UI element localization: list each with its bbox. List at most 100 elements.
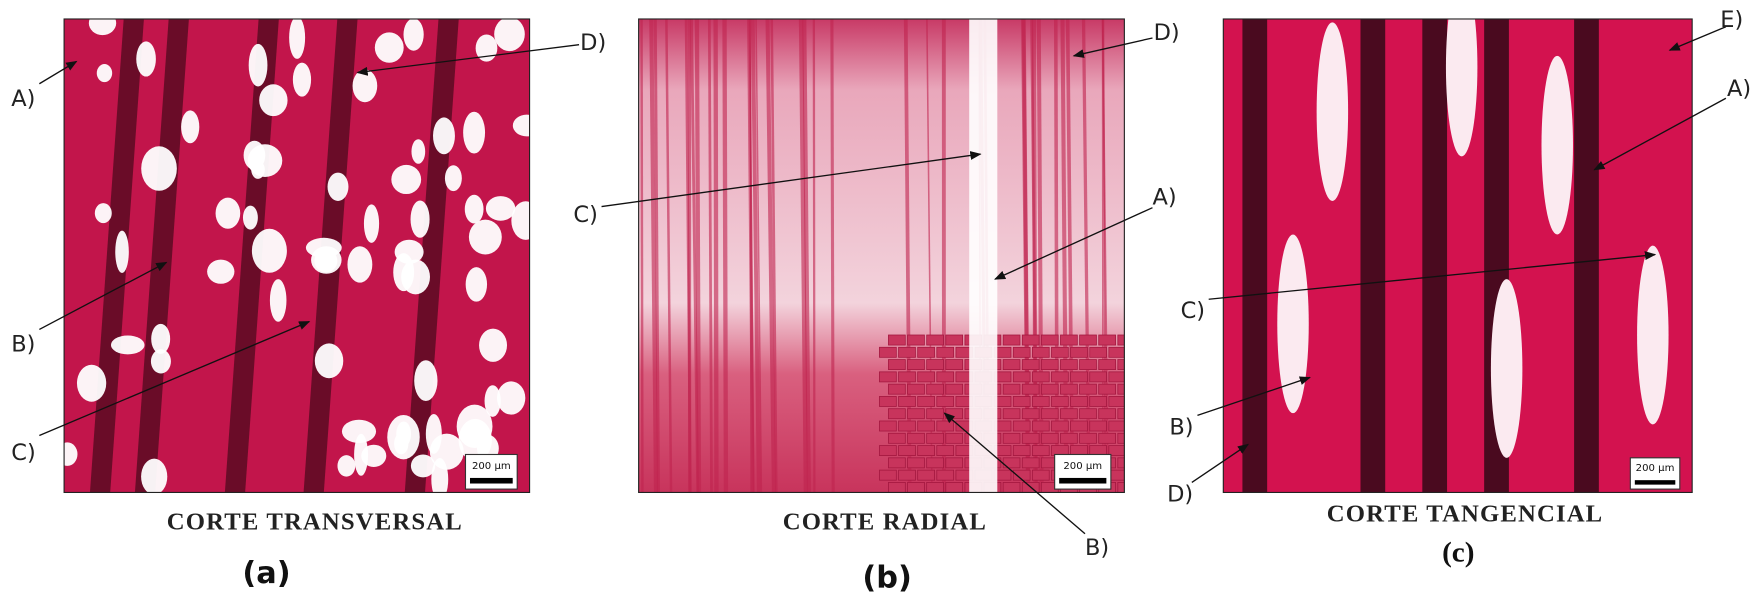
- texture: [690, 18, 700, 493]
- annotation-label: C): [11, 440, 35, 466]
- texture: [1277, 234, 1309, 414]
- texture: [88, 18, 117, 36]
- texture: [1060, 383, 1078, 395]
- texture: [374, 32, 404, 63]
- texture: [1031, 469, 1050, 481]
- texture: [511, 201, 530, 240]
- texture: [879, 371, 897, 383]
- texture: [433, 117, 455, 155]
- texture: [1098, 359, 1116, 371]
- texture: [64, 442, 78, 466]
- texture: [468, 219, 502, 255]
- texture: [879, 420, 897, 432]
- texture: [1117, 432, 1125, 444]
- texture: [1108, 346, 1125, 358]
- texture: [1002, 432, 1021, 444]
- texture: [917, 469, 935, 481]
- texture: [898, 396, 916, 407]
- texture: [1031, 346, 1050, 358]
- texture: [926, 359, 944, 371]
- annotation-label: A): [1152, 184, 1176, 210]
- caption: CORTE RADIAL: [783, 508, 987, 535]
- texture: [1060, 432, 1078, 444]
- texture: [463, 111, 486, 154]
- annotation-label: D): [1154, 20, 1180, 46]
- texture: [945, 482, 964, 493]
- texture: [1079, 408, 1097, 420]
- texture: [907, 457, 925, 469]
- annotation-label: C): [573, 202, 597, 228]
- texture: [888, 432, 906, 444]
- texture: [337, 455, 356, 477]
- frame: [638, 18, 1125, 494]
- texture: [945, 432, 964, 444]
- texture: [1051, 346, 1069, 358]
- texture: [1079, 432, 1097, 444]
- texture: [1012, 371, 1031, 383]
- texture: [945, 383, 964, 395]
- panel-letter: (b): [862, 560, 911, 595]
- texture: [1021, 408, 1040, 420]
- texture: [150, 349, 171, 374]
- texture: [327, 172, 349, 201]
- texture: [1002, 334, 1021, 346]
- texture: [352, 69, 378, 103]
- texture: [898, 371, 916, 383]
- texture: [485, 196, 516, 221]
- micrograph-radial: [638, 18, 1125, 493]
- texture: [410, 454, 436, 478]
- texture: [110, 335, 145, 355]
- texture: [94, 203, 112, 224]
- annotation-label: C): [1181, 298, 1205, 324]
- texture: [936, 420, 955, 432]
- texture: [1051, 371, 1069, 383]
- texture: [765, 18, 776, 493]
- texture: [1117, 359, 1125, 371]
- texture: [1360, 18, 1386, 493]
- texture: [251, 160, 265, 179]
- texture: [1117, 408, 1125, 420]
- texture: [926, 408, 944, 420]
- texture: [512, 114, 530, 137]
- texture: [936, 469, 955, 481]
- texture: [770, 18, 778, 493]
- texture: [314, 343, 344, 379]
- texture: [879, 445, 897, 456]
- texture: [1031, 445, 1050, 456]
- texture: [945, 457, 964, 469]
- texture: [1040, 334, 1059, 346]
- panel-letter: (c): [1442, 537, 1474, 569]
- caption: CORTE TRANSVERSAL: [167, 508, 463, 535]
- texture: [945, 334, 964, 346]
- texture: [394, 239, 424, 264]
- frame: [63, 18, 531, 494]
- texture: [1117, 457, 1125, 469]
- texture: [242, 205, 258, 230]
- texture: [1089, 420, 1107, 432]
- texture: [1021, 359, 1040, 371]
- texture: [1108, 371, 1125, 383]
- scale-bar: 200 µm: [464, 453, 518, 490]
- texture: [750, 18, 761, 493]
- texture: [1060, 334, 1078, 346]
- texture: [96, 64, 113, 83]
- scale-bar-label: 200 µm: [472, 461, 511, 472]
- texture: [484, 385, 501, 417]
- texture: [1031, 396, 1050, 407]
- texture: [898, 420, 916, 432]
- texture: [812, 18, 816, 493]
- annotation-label: E): [1720, 7, 1743, 33]
- texture: [1574, 18, 1599, 493]
- scale-bar-label: 200 µm: [1063, 461, 1102, 472]
- texture: [479, 328, 508, 362]
- texture: [248, 43, 268, 87]
- texture: [830, 18, 835, 493]
- texture: [1012, 346, 1031, 358]
- texture: [907, 432, 925, 444]
- texture: [269, 279, 287, 322]
- texture: [1079, 359, 1097, 371]
- texture: [926, 432, 944, 444]
- caption: CORTE TANGENCIAL: [1327, 501, 1604, 528]
- texture: [907, 482, 925, 493]
